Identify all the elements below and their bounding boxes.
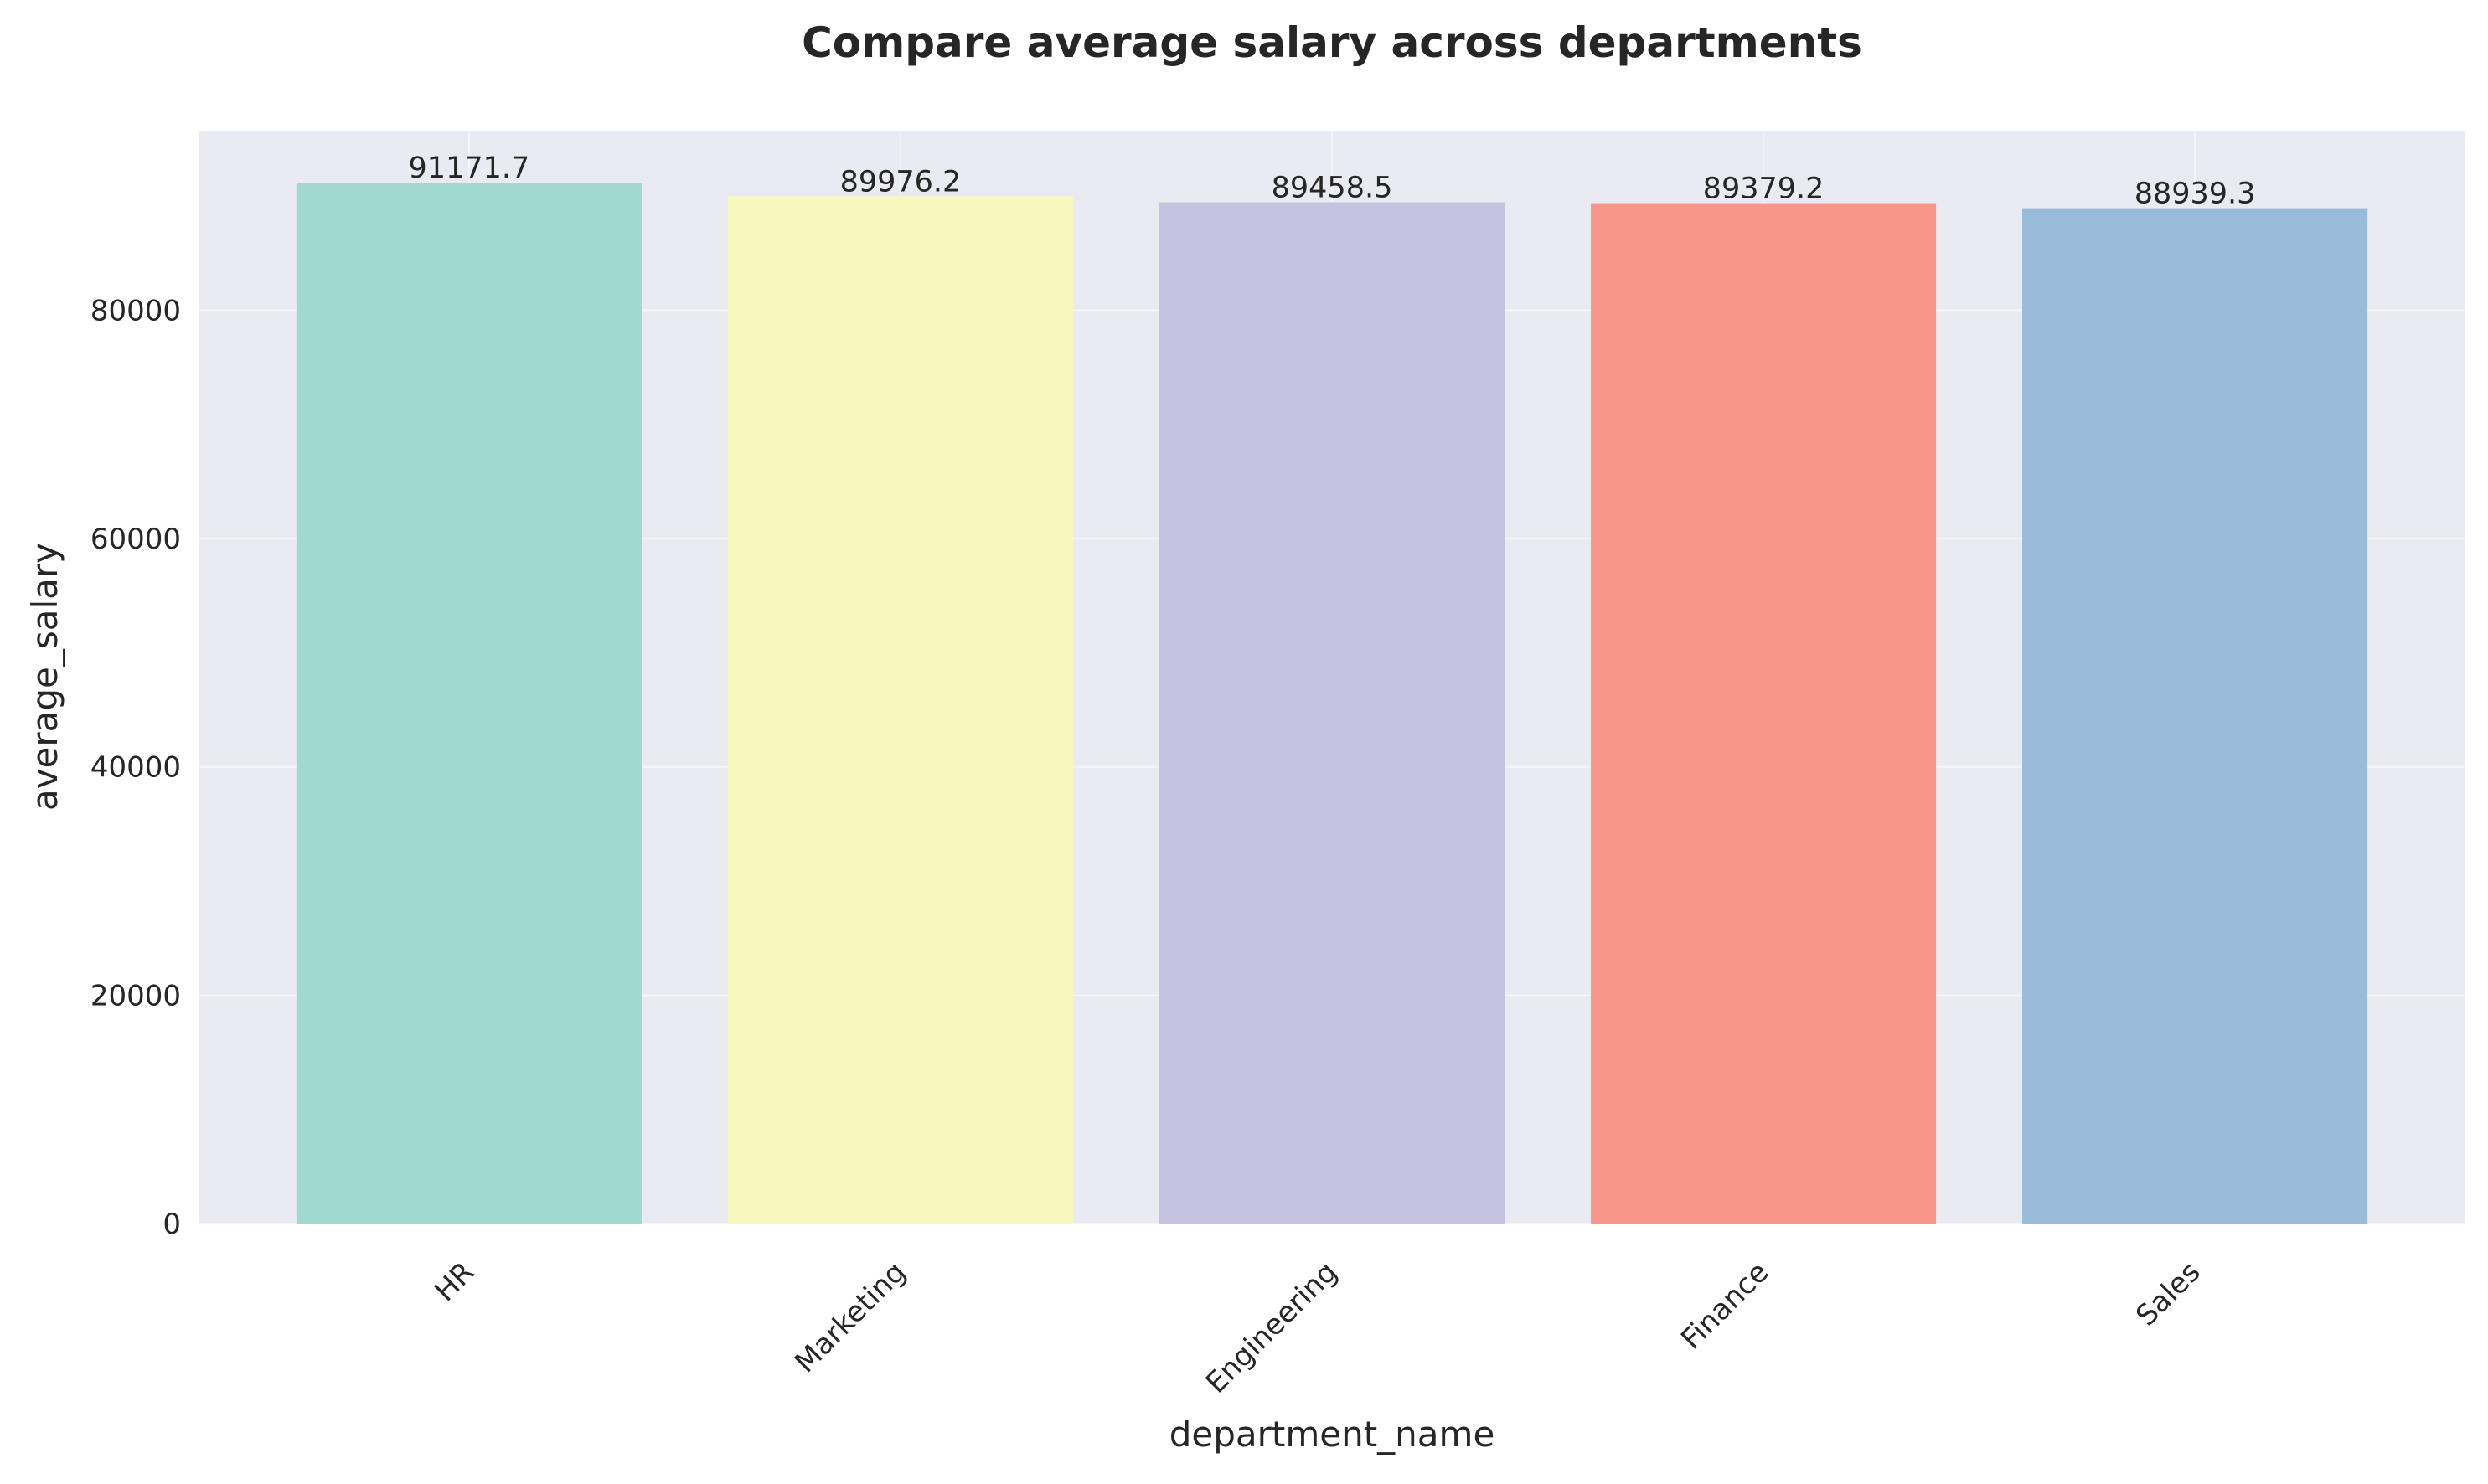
x-axis-ticks: HR Marketing Engineering Finance Sales (428, 1255, 2207, 1400)
bar-marketing (727, 196, 1073, 1224)
y-tick-label: 40000 (90, 751, 181, 785)
y-tick-label: 60000 (90, 523, 181, 556)
x-tick-label: Engineering (1200, 1255, 1345, 1400)
bar-value-label: 91171.7 (409, 152, 530, 185)
bar-value-label: 88939.3 (2134, 178, 2256, 211)
bar-finance (1591, 203, 1937, 1224)
x-axis-label: department_name (1169, 1414, 1495, 1455)
bar-value-label: 89458.5 (1272, 171, 1393, 204)
bar-engineering (1159, 202, 1505, 1224)
chart-title: Compare average salary across department… (802, 18, 1862, 67)
bar-value-label: 89976.2 (840, 165, 962, 198)
y-tick-label: 20000 (90, 979, 181, 1013)
bar-value-label: 89379.2 (1703, 173, 1825, 206)
bar-sales (2022, 208, 2368, 1224)
x-tick-label: HR (428, 1255, 481, 1308)
y-axis-label: average_salary (24, 543, 65, 811)
x-tick-label: Finance (1675, 1255, 1775, 1356)
y-tick-label: 80000 (90, 294, 181, 327)
bar-value-labels: 91171.7 89976.2 89458.5 89379.2 88939.3 (409, 152, 2256, 210)
bar-hr (296, 183, 642, 1224)
bars (296, 183, 2368, 1224)
y-tick-label: 0 (163, 1208, 181, 1241)
y-axis-ticks: 0 20000 40000 60000 80000 (90, 294, 181, 1241)
x-tick-label: Sales (2129, 1255, 2207, 1332)
x-tick-label: Marketing (788, 1255, 912, 1379)
